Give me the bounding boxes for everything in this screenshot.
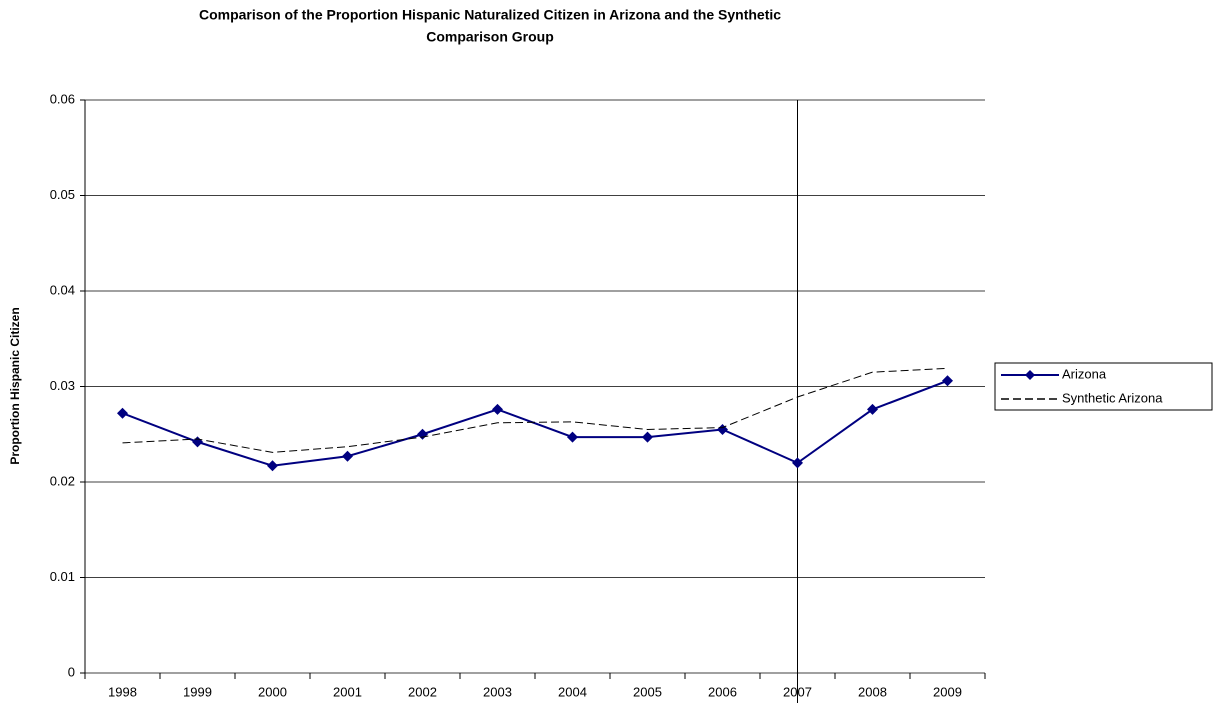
y-tick-label: 0.02 [50, 473, 75, 488]
data-point [717, 423, 728, 435]
y-tick-label: 0.06 [50, 91, 75, 106]
x-tick-label: 2005 [633, 684, 662, 699]
data-point [192, 436, 203, 448]
y-axis-label: Proportion Hispanic Citizen [8, 307, 22, 464]
chart-title: Comparison Group [426, 29, 554, 45]
x-tick-label: 1998 [108, 684, 137, 699]
legend-label: Synthetic Arizona [1062, 390, 1163, 405]
data-point [267, 460, 278, 472]
x-tick-label: 2003 [483, 684, 512, 699]
legend-marker [1025, 370, 1035, 380]
legend-box [994, 362, 1213, 411]
x-tick-label: 2002 [408, 684, 437, 699]
data-point [342, 450, 353, 462]
y-tick-label: 0.01 [50, 569, 75, 584]
y-tick-label: 0 [68, 664, 75, 679]
data-point [567, 431, 578, 443]
x-tick-label: 2008 [858, 684, 887, 699]
x-tick-label: 2000 [258, 684, 287, 699]
data-point [117, 407, 128, 419]
series-line [122, 367, 948, 453]
x-tick-label: 2004 [558, 684, 587, 699]
x-tick-label: 2006 [708, 684, 737, 699]
data-point [642, 431, 653, 443]
y-tick-label: 0.04 [50, 282, 75, 297]
y-tick-label: 0.05 [50, 187, 75, 202]
data-point [492, 403, 503, 415]
chart-title: Comparison of the Proportion Hispanic Na… [199, 7, 781, 23]
data-point [417, 428, 428, 440]
series-line [122, 379, 948, 467]
x-tick-label: 2009 [933, 684, 962, 699]
data-point [792, 457, 803, 469]
x-tick-label: 2001 [333, 684, 362, 699]
data-point [867, 403, 878, 415]
legend-label: Arizona [1062, 366, 1107, 381]
data-point [942, 375, 953, 387]
y-tick-label: 0.03 [50, 378, 75, 393]
x-tick-label: 1999 [183, 684, 212, 699]
